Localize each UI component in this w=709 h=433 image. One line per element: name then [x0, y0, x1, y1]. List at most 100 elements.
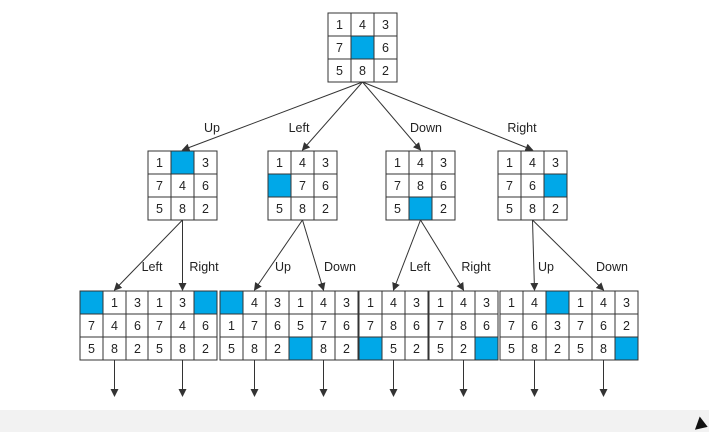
tile-number: 5: [394, 202, 401, 216]
edge-arrow: [532, 219, 605, 291]
tile: [334, 336, 359, 361]
tile-number: 3: [322, 156, 329, 170]
board-level2-5: 1 4 3 7 8 6 5 2: [428, 290, 499, 361]
blank-tile: [170, 150, 195, 175]
tile-number: 5: [276, 202, 283, 216]
tile-number: 1: [336, 18, 343, 32]
edge-arrow: [301, 81, 363, 151]
tile-number: 2: [623, 319, 630, 333]
move-label: Up: [204, 121, 220, 135]
tile-number: 5: [336, 64, 343, 78]
tile-number: 6: [600, 319, 607, 333]
tile-number: 2: [440, 202, 447, 216]
tile-number: 7: [437, 319, 444, 333]
tile-number: 7: [320, 319, 327, 333]
tile-number: 5: [156, 342, 163, 356]
tile-number: 7: [156, 319, 163, 333]
tile-number: 6: [440, 179, 447, 193]
tile-number: 6: [483, 319, 490, 333]
board-level2-0: 1 3 7 4 6 5 8 2: [79, 290, 150, 361]
tile-number: 8: [179, 342, 186, 356]
tile-number: 3: [382, 18, 389, 32]
board-level1-right: 1 4 3 7 6 5 8 2: [497, 150, 568, 221]
tile-number: 5: [577, 342, 584, 356]
tile-number: 2: [460, 342, 467, 356]
tile-number: 2: [554, 342, 561, 356]
blank-tile: [543, 173, 568, 198]
move-label: Left: [289, 121, 310, 135]
tile-number: 4: [251, 296, 258, 310]
tile-number: 6: [413, 319, 420, 333]
tile-number: 8: [179, 202, 186, 216]
blank-tile: [193, 290, 218, 315]
board-level2-2: 4 3 1 7 6 5 8 2: [219, 290, 290, 361]
tile-number: 3: [274, 296, 281, 310]
blank-tile: [545, 290, 570, 315]
tile-number: 6: [529, 179, 536, 193]
tile-number: 3: [483, 296, 490, 310]
blank-tile: [408, 196, 433, 221]
tile-number: 3: [179, 296, 186, 310]
tile: [193, 336, 218, 361]
tile-number: 6: [134, 319, 141, 333]
tile-number: 8: [111, 342, 118, 356]
move-label: Down: [410, 121, 442, 135]
tile-number: 6: [202, 319, 209, 333]
tile-number: 3: [440, 156, 447, 170]
tile: [373, 58, 398, 83]
blank-tile: [350, 35, 375, 60]
tile-number: 7: [577, 319, 584, 333]
tile-number: 4: [111, 319, 118, 333]
tile-number: 5: [508, 342, 515, 356]
tile-number: 8: [320, 342, 327, 356]
blank-tile: [219, 290, 244, 315]
move-label: Right: [461, 260, 491, 274]
move-label: Down: [596, 260, 628, 274]
board-level2-3: 1 4 3 5 7 6 8 2: [288, 290, 359, 361]
board-level2-1: 1 3 7 4 6 5 8 2: [147, 290, 218, 361]
move-label: Left: [142, 260, 163, 274]
tile-number: 6: [274, 319, 281, 333]
tile-number: 7: [156, 179, 163, 193]
tile-number: 5: [156, 202, 163, 216]
tile-number: 1: [297, 296, 304, 310]
blank-tile: [474, 336, 499, 361]
tile-number: 8: [460, 319, 467, 333]
tile-number: 3: [554, 319, 561, 333]
tile-number: 3: [413, 296, 420, 310]
tile-number: 3: [202, 156, 209, 170]
tile-number: 5: [390, 342, 397, 356]
move-label: Left: [410, 260, 431, 274]
tile-number: 2: [202, 202, 209, 216]
tile-number: 5: [297, 319, 304, 333]
tile-number: 5: [437, 342, 444, 356]
edge-arrow: [362, 81, 422, 151]
board-level1-down: 1 4 3 7 8 6 5 2: [385, 150, 456, 221]
tile-number: 4: [299, 156, 306, 170]
tile-number: 7: [506, 179, 513, 193]
tile-number: 2: [134, 342, 141, 356]
tile-number: 1: [111, 296, 118, 310]
tile-number: 1: [437, 296, 444, 310]
tile-number: 1: [508, 296, 515, 310]
tile-number: 4: [417, 156, 424, 170]
tile-number: 4: [600, 296, 607, 310]
move-label: Right: [189, 260, 219, 274]
tile-number: 3: [623, 296, 630, 310]
move-label: Down: [324, 260, 356, 274]
tile: [543, 196, 568, 221]
tile-number: 8: [600, 342, 607, 356]
tile-number: 4: [179, 179, 186, 193]
tile-number: 8: [531, 342, 538, 356]
tile-number: 7: [251, 319, 258, 333]
tile-number: 5: [506, 202, 513, 216]
tile-number: 8: [359, 64, 366, 78]
tile-number: 8: [529, 202, 536, 216]
tile-number: 4: [179, 319, 186, 333]
edge-arrow: [420, 219, 465, 291]
tile: [404, 336, 429, 361]
move-label: Up: [275, 260, 291, 274]
blank-tile: [267, 173, 292, 198]
tile-number: 8: [299, 202, 306, 216]
